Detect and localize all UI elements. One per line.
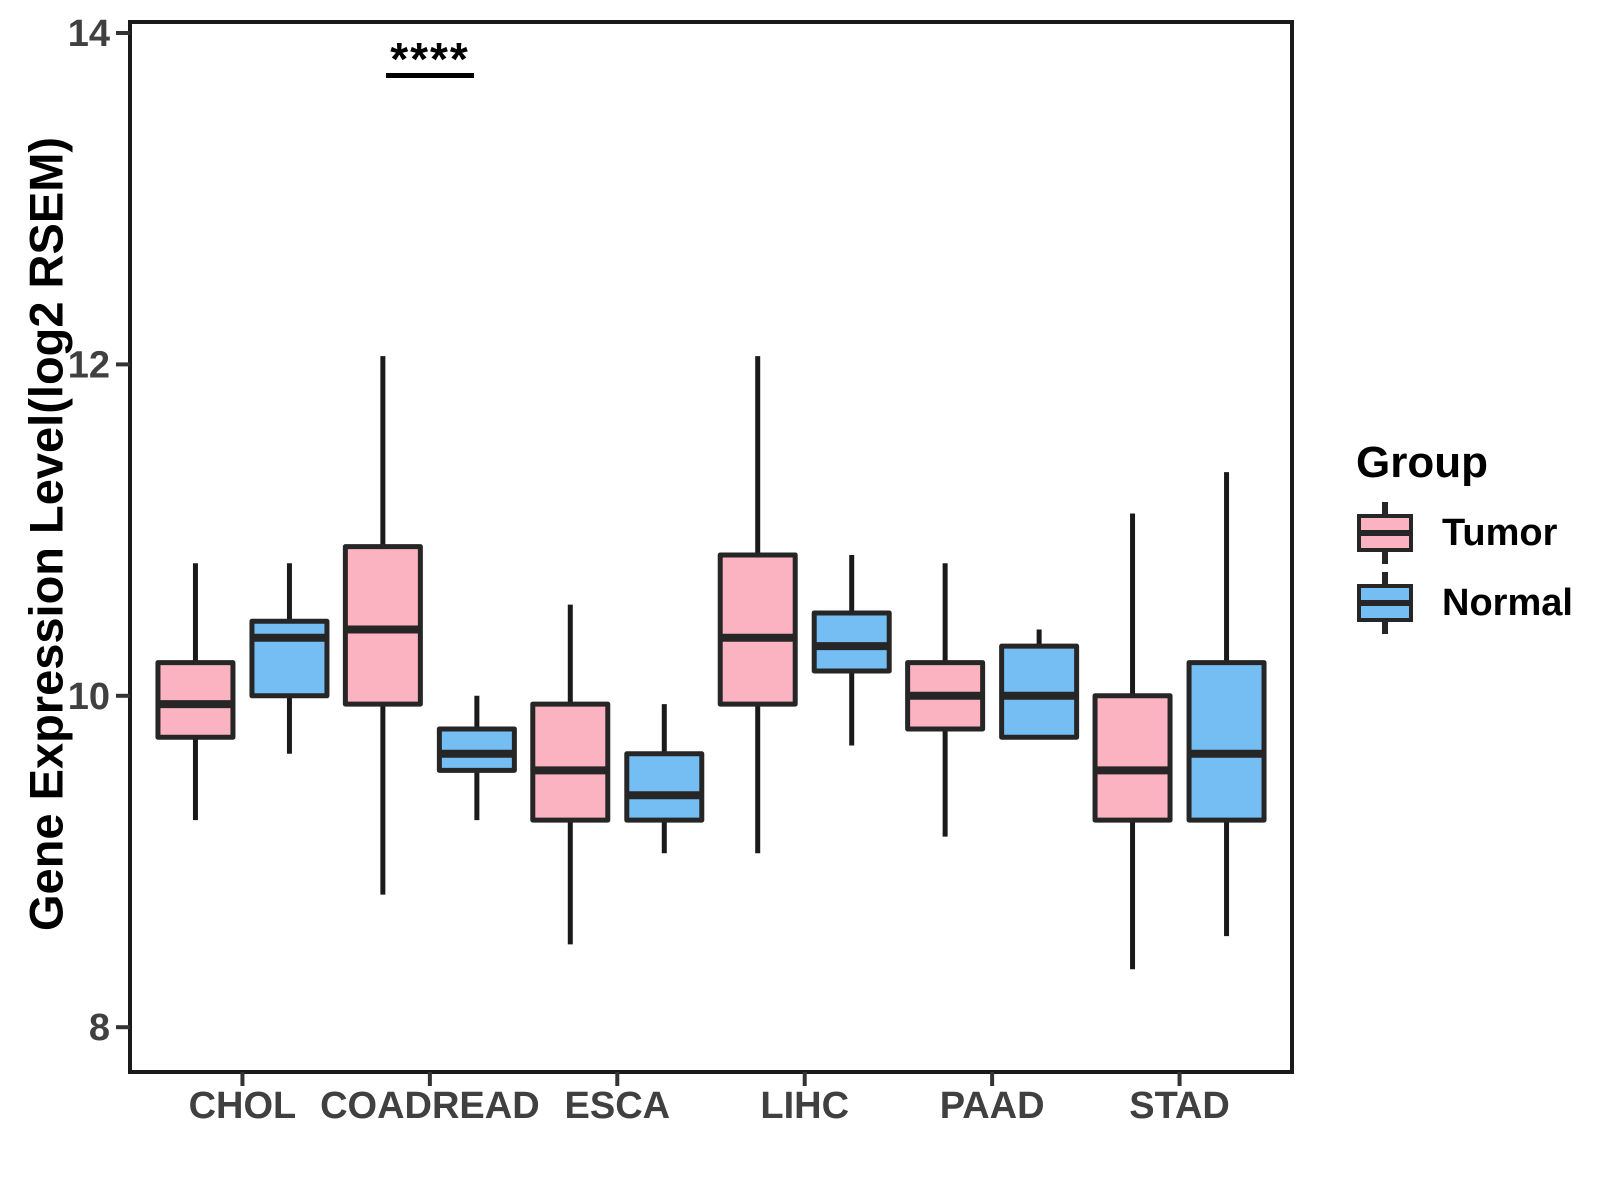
box-esca-normal <box>624 751 705 823</box>
normal-key-median <box>1361 600 1409 606</box>
box-esca-tumor <box>530 701 611 823</box>
legend-label-tumor: Tumor <box>1442 511 1558 554</box>
y-tick-label: 12 <box>68 344 110 386</box>
x-label-coadread: COADREAD <box>320 1085 540 1127</box>
normal-boxplot-key-icon <box>1356 572 1414 634</box>
y-tick-label: 8 <box>89 1007 110 1049</box>
box-stad-normal <box>1186 660 1267 823</box>
legend-key-box-tumor <box>1357 514 1413 552</box>
x-label-esca: ESCA <box>565 1085 671 1127</box>
tumor-key-median <box>1361 530 1409 536</box>
box-paad-normal <box>999 643 1080 740</box>
x-label-chol: CHOL <box>189 1085 297 1127</box>
legend-title: Group <box>1356 438 1488 487</box>
legend: Group Tumor Normal <box>1356 438 1573 634</box>
legend-item-normal: Normal <box>1356 572 1573 634</box>
box-lihc-tumor <box>717 552 798 707</box>
legend-key-box-normal <box>1357 584 1413 622</box>
box-coadread-tumor <box>342 544 423 707</box>
x-label-lihc: LIHC <box>760 1085 849 1127</box>
plot-panel-border <box>128 20 1294 1074</box>
x-label-paad: PAAD <box>940 1085 1045 1127</box>
tumor-boxplot-key-icon <box>1356 502 1414 564</box>
box-coadread-normal <box>436 726 517 773</box>
x-label-stad: STAD <box>1129 1085 1230 1127</box>
legend-item-tumor: Tumor <box>1356 502 1573 564</box>
box-stad-tumor <box>1092 693 1173 823</box>
box-chol-tumor <box>155 660 236 740</box>
legend-label-normal: Normal <box>1442 581 1573 624</box>
y-tick-label: 10 <box>68 676 110 718</box>
box-chol-normal <box>249 618 330 699</box>
y-tick-label: 14 <box>68 13 110 55</box>
box-lihc-normal <box>811 610 892 674</box>
significance-bar <box>386 73 474 78</box>
